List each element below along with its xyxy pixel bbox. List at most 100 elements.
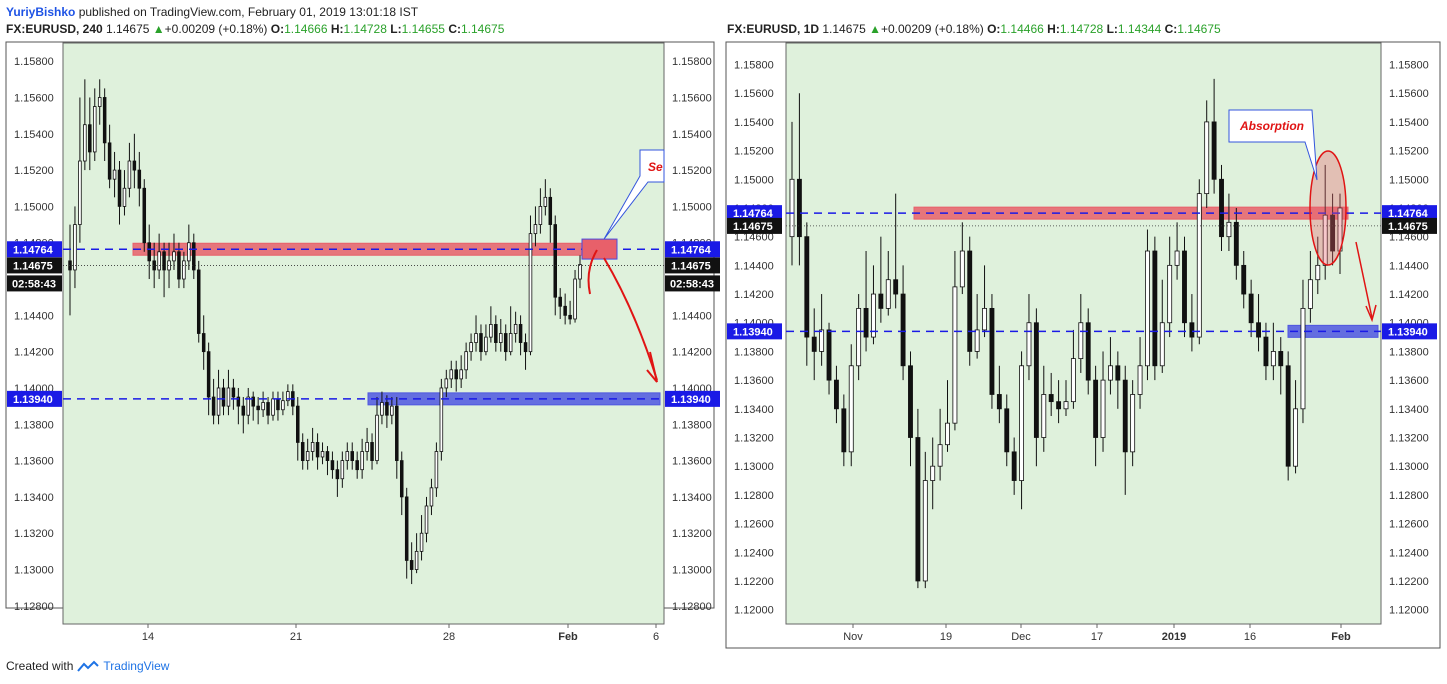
candle-body xyxy=(142,187,147,244)
candle xyxy=(878,236,884,323)
candle-body xyxy=(833,379,839,410)
symbol-label: FX:EURUSD, 240 xyxy=(6,22,103,36)
candle-body xyxy=(122,187,127,207)
x-tick-label: Feb xyxy=(558,631,578,643)
candle-body xyxy=(1233,221,1239,266)
y-tick-right: 1.15400 xyxy=(1389,117,1429,129)
candle xyxy=(819,294,825,366)
candle xyxy=(1256,294,1261,352)
candle-body xyxy=(112,169,117,180)
y-tick-right: 1.13800 xyxy=(672,419,712,431)
x-tick-label: 17 xyxy=(1091,631,1103,643)
candle-body xyxy=(922,480,928,582)
candle xyxy=(1122,365,1128,495)
candle xyxy=(380,391,384,425)
candle xyxy=(1307,251,1313,323)
y-tick-right: 1.15600 xyxy=(672,92,712,104)
open-value: 1.14666 xyxy=(284,22,328,36)
candle xyxy=(1107,337,1113,395)
y-tick-right: 1.12200 xyxy=(1389,576,1429,588)
candle xyxy=(414,533,419,574)
candle xyxy=(127,142,132,198)
up-arrow-icon: ▲ xyxy=(152,22,165,36)
candle xyxy=(1085,308,1091,395)
y-tick-left: 1.12800 xyxy=(734,490,774,502)
callout-bubble xyxy=(1228,109,1318,181)
candle xyxy=(256,397,260,425)
x-tick-label: 6 xyxy=(653,631,659,643)
candle xyxy=(286,384,290,407)
candle-body xyxy=(192,242,196,271)
price-label: 1.13940 xyxy=(671,394,711,406)
candle xyxy=(1152,236,1158,381)
candle-body xyxy=(419,532,424,552)
y-tick-right: 1.13200 xyxy=(672,528,712,540)
candle-body xyxy=(1056,401,1062,410)
candle-body xyxy=(885,279,891,309)
candle xyxy=(399,451,404,516)
y-tick-right: 1.13400 xyxy=(672,492,712,504)
candle-body xyxy=(444,378,449,389)
chart-1d[interactable]: 1.15800 1.15800 1.15600 1.15600 1.15400 1.154… xyxy=(0,0,1447,650)
annotation-down-arrow xyxy=(1355,241,1373,319)
chart-240[interactable]: 1.15800 1.15800 1.15600 1.15600 1.15400 1.154… xyxy=(0,0,722,650)
candle-body xyxy=(1270,351,1276,367)
candle xyxy=(1130,380,1136,467)
candle-body xyxy=(429,487,434,507)
y-tick-left: 1.13600 xyxy=(734,375,774,387)
candle xyxy=(454,360,458,392)
y-tick-left: 1.13600 xyxy=(14,456,54,468)
candle xyxy=(518,315,523,356)
candle-body xyxy=(1063,401,1069,410)
candle xyxy=(370,433,374,470)
candle-body xyxy=(563,305,567,316)
price-label: 1.14764 xyxy=(13,244,54,256)
chart-header-240: FX:EURUSD, 240 1.14675 ▲+0.00209 (+0.18%… xyxy=(6,22,505,36)
candle-body xyxy=(1307,279,1313,309)
candle xyxy=(989,294,995,409)
candle-body xyxy=(1152,250,1158,367)
candle-body xyxy=(811,336,817,352)
candle xyxy=(365,427,369,461)
candle-body xyxy=(558,296,562,307)
candle xyxy=(162,242,166,298)
candle-body xyxy=(1211,121,1217,180)
y-tick-right: 1.14600 xyxy=(1389,232,1429,244)
candle-body xyxy=(1256,322,1261,338)
y-tick-right: 1.12400 xyxy=(1389,547,1429,559)
candle xyxy=(1159,279,1165,373)
candle-body xyxy=(508,333,513,353)
y-tick-right: 1.14200 xyxy=(672,347,712,359)
candle-body xyxy=(479,333,483,353)
candle xyxy=(221,378,226,416)
candle xyxy=(811,308,817,381)
y-tick-left: 1.12200 xyxy=(734,576,774,588)
candle-body xyxy=(937,444,943,467)
y-tick-right: 1.15800 xyxy=(672,56,712,68)
candle-body xyxy=(826,329,832,381)
candle xyxy=(494,315,498,352)
low-value: 1.14655 xyxy=(401,22,445,36)
candle xyxy=(568,300,572,325)
callout-target-box xyxy=(581,238,618,260)
candle xyxy=(1100,351,1106,452)
y-tick-left: 1.14200 xyxy=(14,347,54,359)
y-tick-left: 1.13800 xyxy=(14,419,54,431)
candle xyxy=(930,437,936,510)
candle xyxy=(385,395,389,428)
candle-body xyxy=(330,460,335,471)
y-tick-right: 1.12800 xyxy=(672,601,712,613)
candle xyxy=(573,269,577,323)
candle xyxy=(848,344,854,467)
candle-body xyxy=(974,329,980,352)
candle-body xyxy=(216,387,221,416)
y-tick-right: 1.13400 xyxy=(1389,404,1429,416)
x-tick-label: 16 xyxy=(1244,631,1256,643)
y-tick-left: 1.12400 xyxy=(734,547,774,559)
author-link[interactable]: YuriyBishko xyxy=(6,5,76,19)
candle-body xyxy=(878,293,884,309)
candle xyxy=(246,387,251,425)
candle xyxy=(1204,100,1210,208)
tradingview-brand-link[interactable]: TradingView xyxy=(103,659,170,673)
y-tick-left: 1.15600 xyxy=(14,92,54,104)
